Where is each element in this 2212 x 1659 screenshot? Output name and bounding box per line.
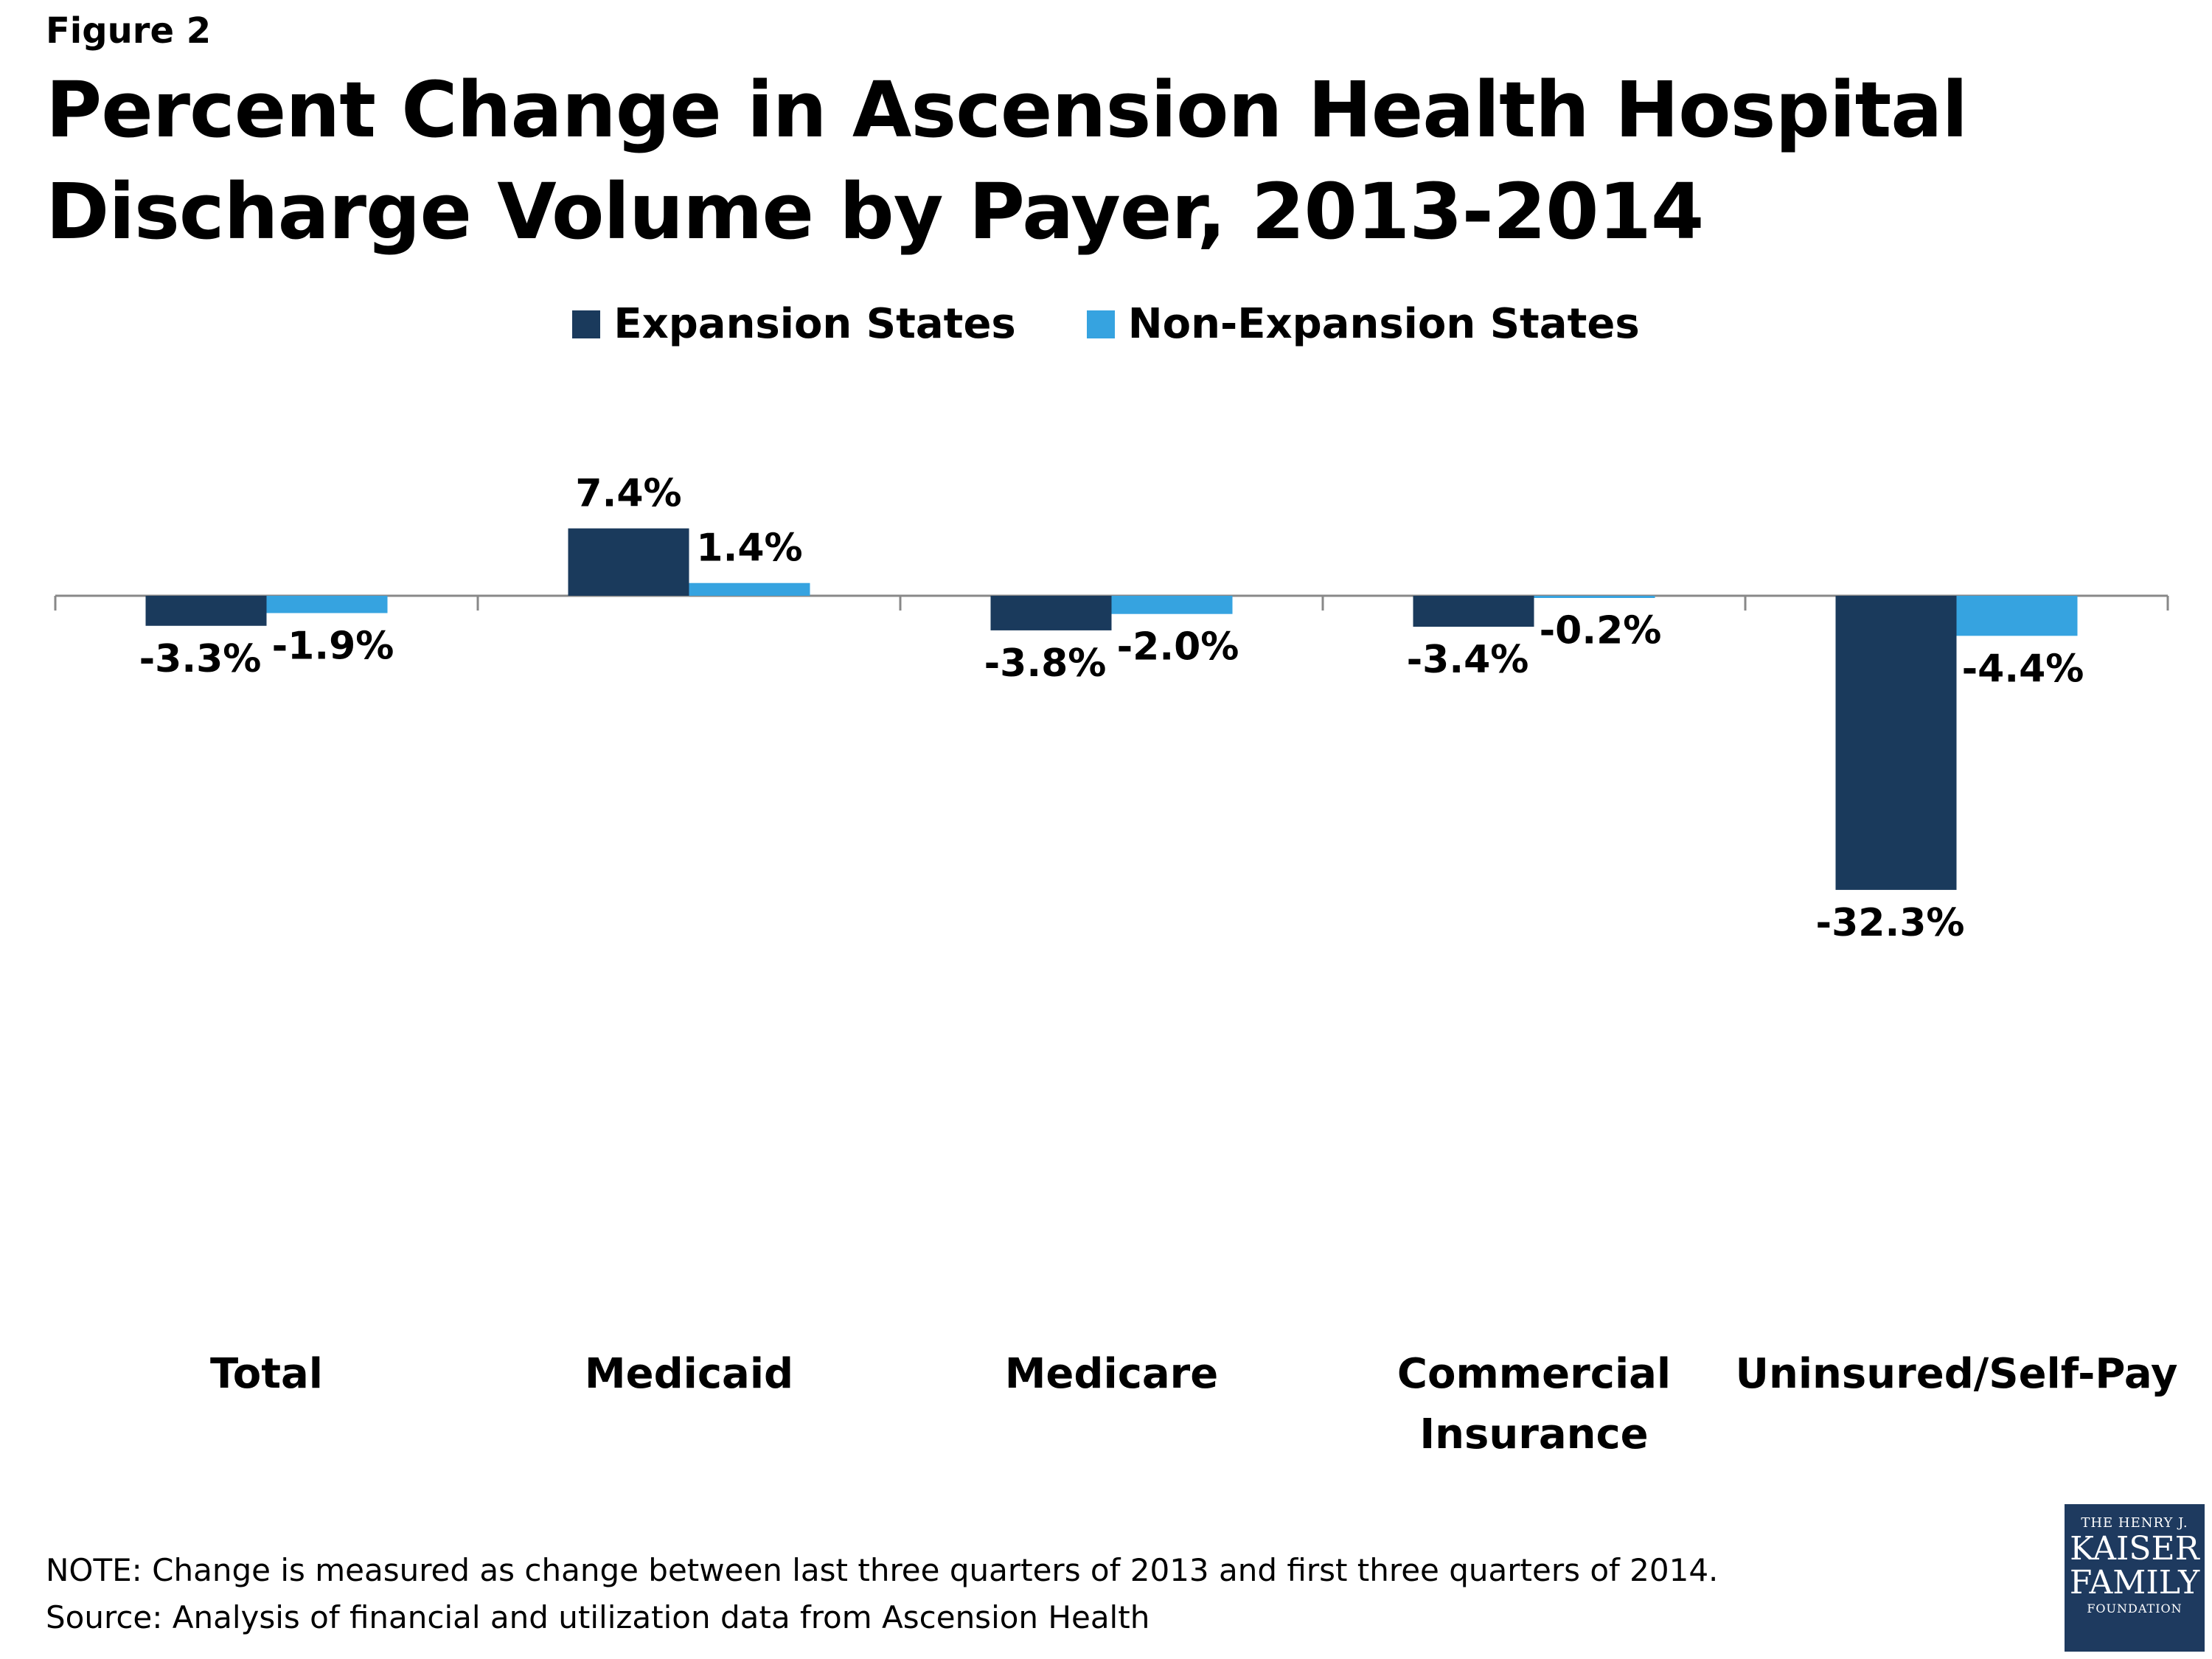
logo-line-3: FAMILY (2069, 1564, 2200, 1601)
data-label-non-expansion-0: -1.9% (272, 624, 394, 668)
category-label-1: Medicaid (585, 1350, 793, 1398)
legend-label-expansion: Expansion States (613, 300, 1016, 348)
data-label-expansion-0: -3.3% (139, 637, 262, 681)
footnotes: NOTE: Change is measured as change betwe… (46, 1547, 1718, 1641)
logo-line-1: THE HENRY J. (2081, 1515, 2188, 1531)
bar-expansion-3 (1413, 596, 1534, 627)
bar-non-expansion-3 (1534, 596, 1655, 598)
data-label-expansion-4: -32.3% (1816, 901, 1965, 945)
data-label-non-expansion-3: -0.2% (1540, 608, 1662, 653)
legend-swatch-expansion (572, 310, 601, 338)
data-label-non-expansion-2: -2.0% (1117, 625, 1239, 669)
bar-expansion-0 (145, 596, 267, 626)
bar-expansion-4 (1835, 596, 1957, 890)
logo-line-2: KAISER (2070, 1530, 2199, 1568)
legend-swatch-non-expansion (1086, 310, 1115, 338)
source-text: Source: Analysis of financial and utiliz… (46, 1599, 1150, 1635)
category-label-0: Total (210, 1350, 323, 1398)
category-label-4: Uninsured/Self-Pay (1736, 1350, 2178, 1398)
data-label-expansion-1: 7.4% (575, 472, 681, 516)
bar-non-expansion-2 (1111, 596, 1233, 614)
chart-legend: Expansion States Non-Expansion States (0, 299, 2212, 350)
category-label-2: Medicare (1005, 1350, 1219, 1398)
data-label-non-expansion-4: -4.4% (1962, 647, 2084, 691)
kff-logo: THE HENRY J. KAISER FAMILY FOUNDATION (2065, 1504, 2205, 1652)
note-text: NOTE: Change is measured as change betwe… (46, 1552, 1719, 1588)
legend-item-expansion: Expansion States (572, 299, 1016, 350)
data-label-non-expansion-1: 1.4% (696, 526, 802, 571)
bar-expansion-2 (990, 596, 1112, 630)
logo-line-4: FOUNDATION (2087, 1601, 2183, 1615)
data-label-expansion-3: -3.4% (1407, 638, 1529, 682)
chart-title: Percent Change in Ascension Health Hospi… (46, 65, 1968, 257)
figure-label: Figure 2 (46, 10, 212, 52)
bar-non-expansion-0 (266, 596, 388, 613)
category-label-3: Insurance (1419, 1411, 1648, 1458)
legend-label-non-expansion: Non-Expansion States (1127, 300, 1640, 348)
bar-expansion-1 (568, 528, 689, 596)
category-label-3: Commercial (1397, 1350, 1671, 1398)
bar-non-expansion-4 (1956, 596, 2078, 636)
legend-item-non-expansion: Non-Expansion States (1086, 299, 1640, 350)
data-label-expansion-2: -3.8% (984, 641, 1107, 686)
bar-non-expansion-1 (689, 582, 810, 596)
